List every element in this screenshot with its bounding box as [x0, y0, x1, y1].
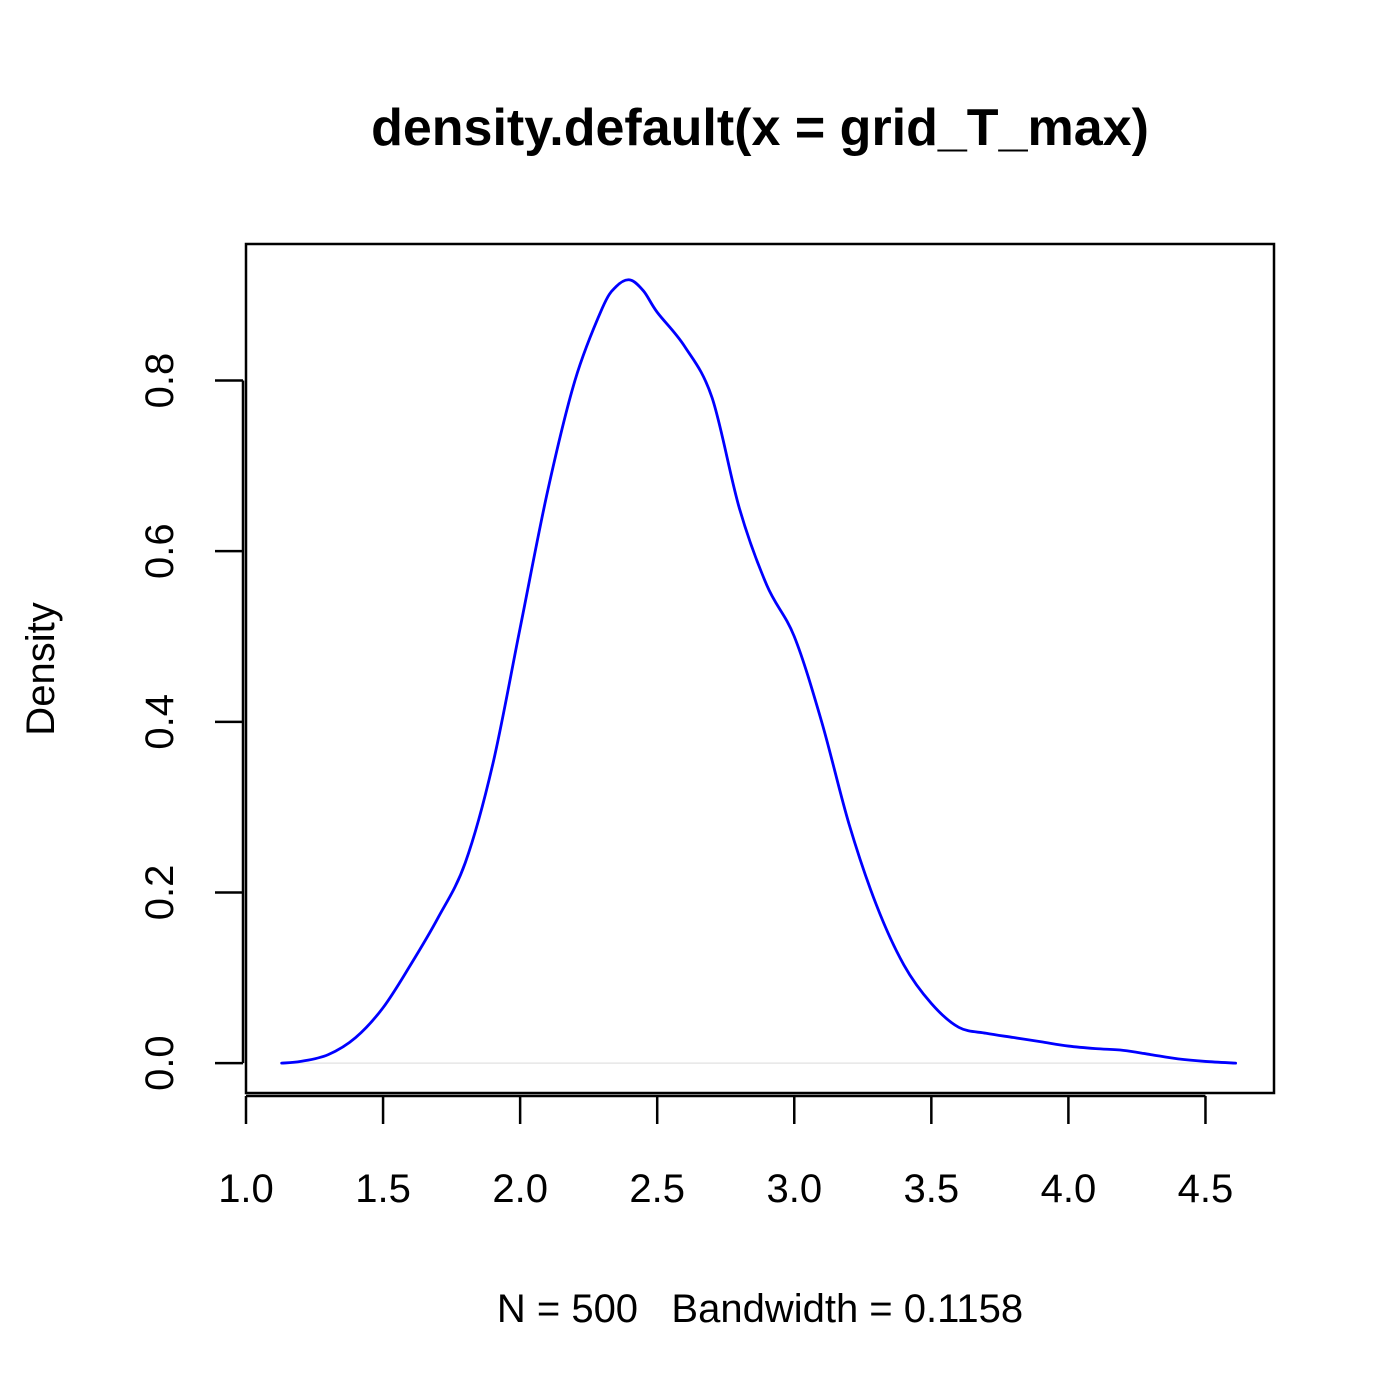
plot-frame — [244, 242, 1276, 1095]
y-tick-label: 0.8 — [138, 353, 182, 409]
x-tick-label: 4.0 — [1041, 1167, 1097, 1211]
x-tick-label: 2.0 — [492, 1167, 548, 1211]
y-axis: 0.0 0.2 0.4 0.6 0.8 — [138, 353, 245, 1091]
density-curve — [280, 278, 1238, 1065]
x-tick-label: 2.5 — [629, 1167, 685, 1211]
x-tick-label: 3.0 — [766, 1167, 822, 1211]
y-axis-label: Density — [19, 602, 63, 735]
y-tick-label: 0.2 — [138, 865, 182, 921]
x-axis: 1.0 1.5 2.0 2.5 3.0 3.5 4.0 4.5 — [218, 1094, 1234, 1211]
x-tick-label: 1.0 — [218, 1167, 274, 1211]
chart-title: density.default(x = grid_T_max) — [371, 99, 1149, 157]
x-axis-label: N = 500 Bandwidth = 0.1158 — [497, 1287, 1023, 1331]
x-tick-label: 1.5 — [355, 1167, 411, 1211]
y-tick-label: 0.6 — [138, 523, 182, 579]
y-tick-label: 0.4 — [138, 694, 182, 750]
x-tick-label: 4.5 — [1178, 1167, 1234, 1211]
series-layer — [280, 278, 1238, 1065]
y-tick-label: 0.0 — [138, 1035, 182, 1091]
x-tick-label: 3.5 — [904, 1167, 960, 1211]
